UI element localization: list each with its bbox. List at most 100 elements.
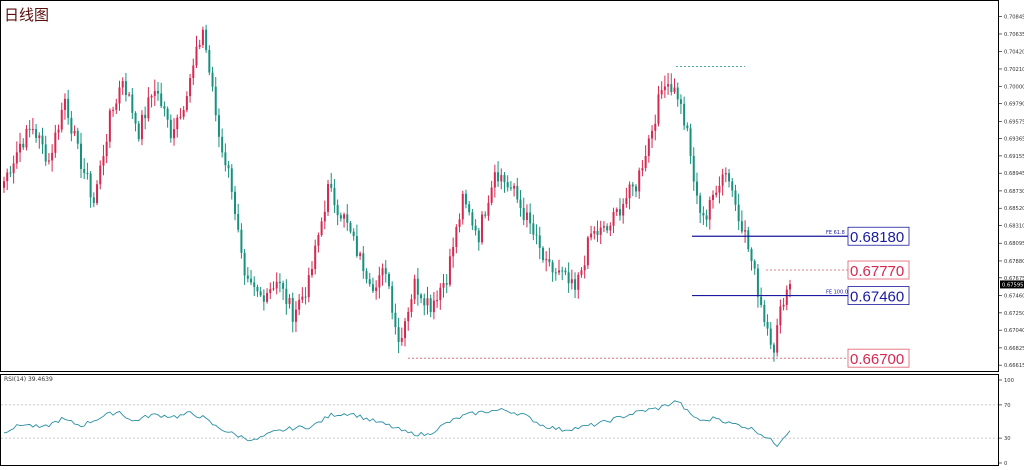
- candle-body: [176, 117, 179, 130]
- candle-body: [19, 143, 22, 153]
- candle-body: [628, 184, 631, 199]
- candle-body: [420, 294, 423, 299]
- candle-body: [333, 187, 336, 206]
- candle-body: [147, 97, 150, 119]
- price-tick-label: 0.66825: [1004, 346, 1024, 352]
- candle-body: [638, 170, 641, 192]
- price-tick-label: 0.69790: [1004, 102, 1024, 108]
- candle-body: [519, 199, 522, 208]
- candle-body: [789, 284, 791, 290]
- candle-body: [461, 193, 464, 220]
- candle-body: [413, 278, 416, 300]
- candle-body: [766, 321, 769, 329]
- candle-body: [195, 46, 198, 66]
- candle-body: [721, 174, 724, 186]
- candle-body: [179, 116, 182, 118]
- candle-body: [705, 215, 708, 220]
- candle-body: [359, 253, 362, 256]
- candle-body: [253, 282, 256, 287]
- candle-body: [320, 221, 323, 236]
- candle-body: [728, 173, 731, 182]
- candle-body: [750, 249, 753, 262]
- candle-body: [490, 187, 493, 203]
- candle-body: [243, 252, 246, 276]
- candle-body: [15, 152, 18, 164]
- candle-body: [378, 275, 381, 288]
- candle-body: [651, 130, 654, 139]
- candle-body: [272, 288, 275, 290]
- level-box: [847, 348, 910, 368]
- candle-body: [400, 338, 403, 342]
- candle-body: [282, 283, 285, 289]
- candle-body: [310, 269, 313, 276]
- level-name: FE 61.8: [826, 230, 845, 236]
- candle-body: [676, 87, 679, 100]
- price-tick-label: 0.69365: [1004, 137, 1024, 143]
- candle-body: [44, 144, 47, 162]
- price-tick-label: 0.68310: [1004, 224, 1024, 230]
- candle-body: [6, 172, 9, 182]
- rsi-layer: [1, 400, 998, 448]
- candle-body: [269, 289, 272, 293]
- level-value: 0.68180: [850, 229, 904, 246]
- rsi-title: RSI(14) 39.4639: [4, 376, 53, 383]
- candle-body: [352, 231, 355, 237]
- candle-body: [436, 300, 439, 302]
- candle-body: [432, 300, 435, 313]
- candle-body: [51, 152, 54, 161]
- candle-body: [144, 114, 147, 119]
- candle-body: [233, 191, 236, 215]
- candle-body: [79, 143, 82, 169]
- candle-body: [660, 90, 663, 95]
- candle-body: [641, 168, 644, 171]
- candle-body: [423, 298, 426, 306]
- candle-body: [278, 281, 281, 284]
- candle-body: [618, 209, 621, 216]
- candle-body: [561, 270, 564, 272]
- candle-body: [558, 270, 561, 273]
- candle-body: [394, 312, 397, 328]
- candle-body: [686, 125, 689, 129]
- candle-body: [70, 117, 73, 134]
- level-value: 0.67770: [850, 263, 904, 280]
- candle-body: [314, 245, 317, 270]
- candle-body: [137, 123, 140, 140]
- level-value: 0.66700: [850, 351, 904, 368]
- candle-body: [769, 328, 772, 345]
- rsi-tick-label: 30: [1004, 436, 1011, 442]
- candle-body: [772, 344, 775, 353]
- candle-body: [384, 268, 387, 274]
- candle-body: [323, 211, 326, 222]
- candle-body: [3, 181, 5, 188]
- price-tick-label: 0.67040: [1004, 328, 1024, 334]
- price-tick-label: 0.70000: [1004, 84, 1024, 90]
- candle-body: [509, 187, 512, 189]
- candle-body: [134, 112, 137, 124]
- candle-body: [99, 165, 102, 185]
- candle-body: [731, 181, 734, 191]
- candle-body: [776, 325, 779, 353]
- current-price-tag: [1000, 280, 1024, 289]
- price-tick-label: 0.70635: [1004, 32, 1024, 38]
- candle-body: [448, 256, 451, 285]
- candle-body: [718, 185, 721, 193]
- candle-body: [715, 192, 718, 195]
- candle-body: [83, 168, 86, 173]
- candle-body: [708, 199, 711, 220]
- candle-body: [76, 130, 79, 144]
- candle-body: [657, 94, 660, 124]
- candle-body: [285, 288, 288, 304]
- candle-body: [532, 223, 535, 235]
- candle-body: [541, 247, 544, 261]
- price-tick-label: 0.69155: [1004, 154, 1024, 160]
- candle-body: [468, 204, 471, 213]
- candle-body: [481, 214, 484, 243]
- candle-body: [407, 311, 410, 322]
- candle-body: [574, 279, 577, 290]
- candle-body: [86, 172, 89, 174]
- candles-layer: [3, 24, 791, 362]
- candle-body: [124, 81, 127, 96]
- candle-body: [577, 274, 580, 290]
- price-axis: 0.70845 0.70635 0.70420 0.70210 0.70000 0.697…: [999, 15, 1024, 369]
- price-tick-label: 0.68730: [1004, 189, 1024, 195]
